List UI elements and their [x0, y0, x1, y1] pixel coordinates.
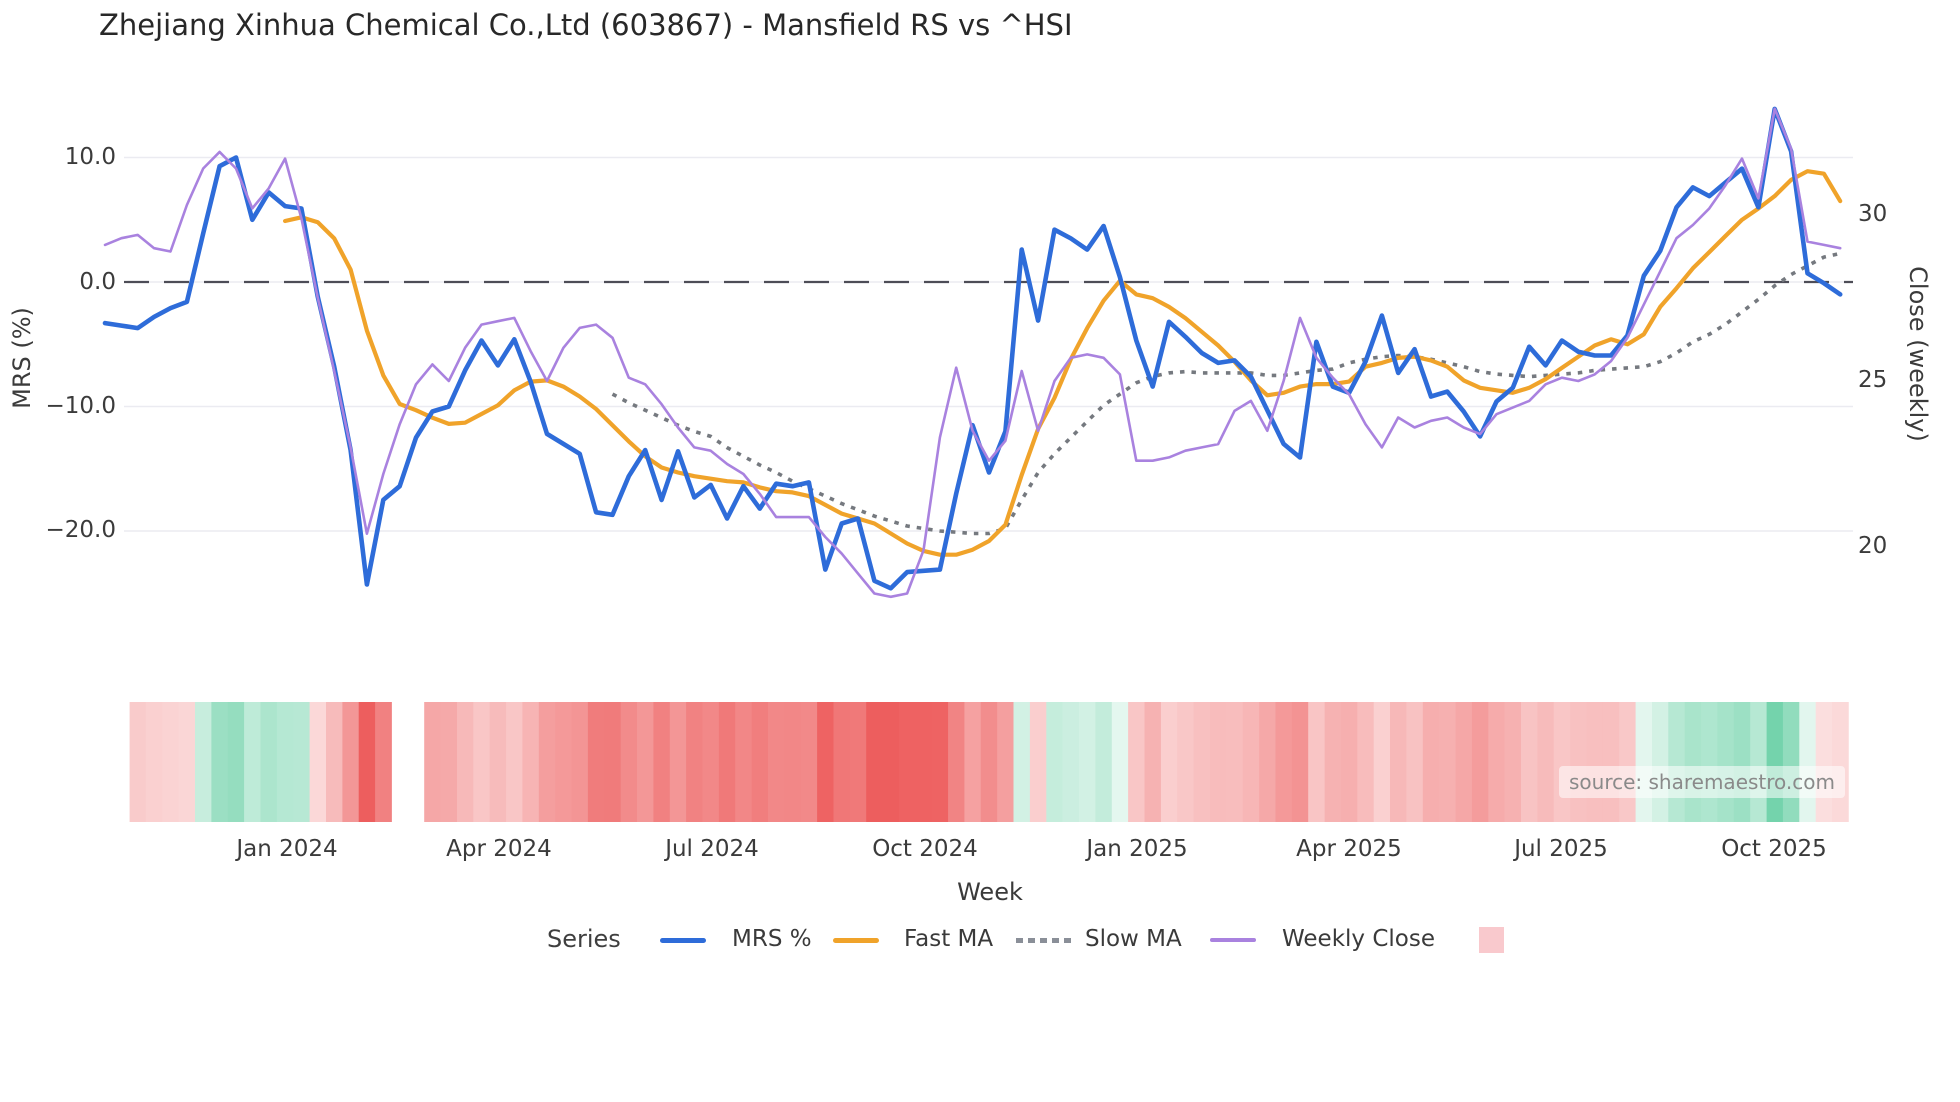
y-axis-left-tick: −20.0 [45, 517, 116, 543]
legend-line-swatch-fast-ma [833, 938, 879, 943]
y-axis-left-tick: 10.0 [64, 144, 116, 170]
y-axis-left-title: MRS (%) [8, 307, 36, 409]
x-axis-tick: Jul 2024 [665, 836, 759, 862]
x-axis-tick: Jan 2025 [1086, 836, 1188, 862]
x-axis-tick: Apr 2024 [446, 836, 552, 862]
x-axis-tick: Jan 2024 [236, 836, 338, 862]
legend-label-fast-ma: Fast MA [904, 926, 994, 952]
legend-label-slow-ma: Slow MA [1085, 926, 1182, 952]
y-axis-right-tick: 20 [1858, 533, 1888, 559]
y-axis-right-title: Close (weekly) [1904, 266, 1932, 442]
legend-label-weekly-close: Weekly Close [1282, 926, 1435, 952]
chart-title: Zhejiang Xinhua Chemical Co.,Ltd (603867… [99, 8, 1073, 42]
y-axis-right-tick: 30 [1858, 201, 1888, 227]
legend-line-swatch-weekly-close [1210, 938, 1256, 942]
legend-line-swatch-mrs [660, 938, 706, 943]
legend-title: Series [547, 925, 621, 953]
x-axis-title: Week [957, 878, 1023, 906]
x-axis-tick: Oct 2025 [1721, 836, 1827, 862]
legend-label-mrs: MRS % [732, 926, 812, 952]
x-axis-tick: Jul 2025 [1514, 836, 1608, 862]
x-axis-tick: Apr 2025 [1296, 836, 1402, 862]
y-axis-left-tick: 0.0 [79, 269, 116, 295]
legend-line-swatch-slow-ma [1016, 938, 1072, 943]
x-axis-tick: Oct 2024 [872, 836, 978, 862]
legend-heatmap-swatch [1479, 927, 1504, 953]
source-attribution: source: sharemaestro.com [1559, 766, 1845, 798]
y-axis-right-tick: 25 [1858, 367, 1888, 393]
y-axis-left-tick: −10.0 [45, 393, 116, 419]
